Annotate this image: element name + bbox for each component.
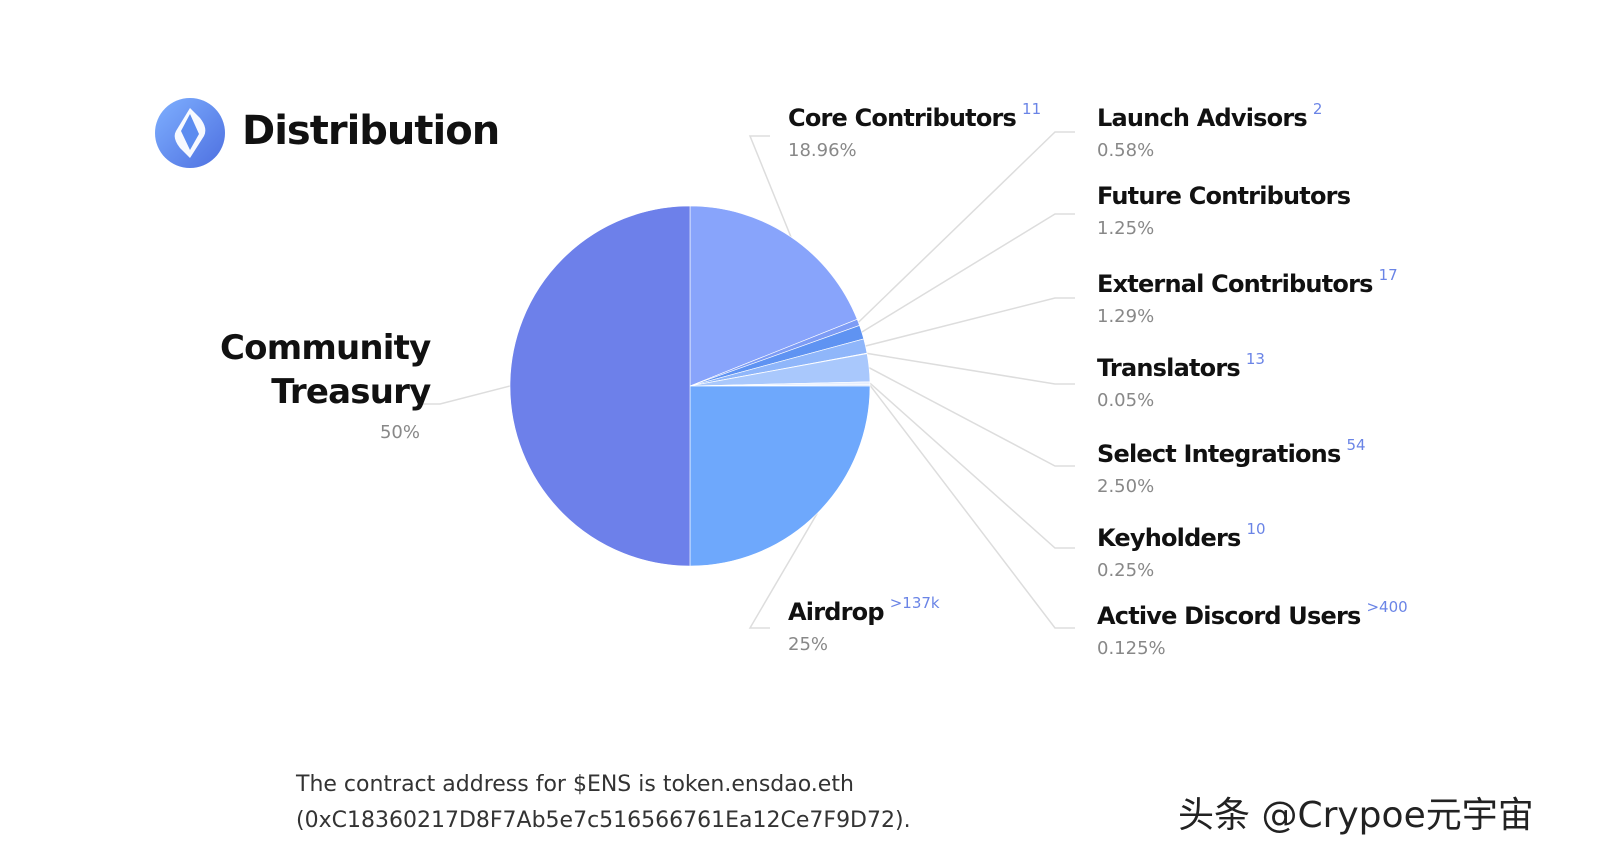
category-name: Select Integrations — [1097, 440, 1341, 468]
count-annotation: 13 — [1245, 350, 1265, 368]
label-name-row: Select Integrations 54 — [1097, 436, 1366, 468]
category-name: Future Contributors — [1097, 182, 1351, 210]
category-name: External Contributors — [1097, 270, 1373, 298]
slice-label: Community Treasury 50% — [220, 326, 431, 443]
category-name: Launch Advisors — [1097, 104, 1308, 132]
leader-line — [869, 384, 1075, 629]
leader-line — [865, 297, 1075, 347]
leader-line — [861, 213, 1075, 333]
value-label: 0.25% — [1097, 560, 1155, 581]
count-annotation: >137k — [889, 594, 940, 612]
label-name-row: Future Contributors — [1097, 182, 1351, 210]
leader-line — [866, 352, 1075, 385]
label-name-row: External Contributors 17 — [1097, 266, 1398, 298]
category-name: Keyholders — [1097, 524, 1241, 552]
value-label: 2.50% — [1097, 476, 1155, 497]
value-label: 1.29% — [1097, 306, 1155, 327]
category-name: Core Contributors — [788, 104, 1017, 132]
leader-line — [869, 382, 1075, 549]
slice-label: Launch Advisors 2 0.58% — [1097, 100, 1322, 161]
pie-slice — [509, 205, 691, 567]
value-label: 25% — [788, 634, 829, 655]
category-name: Active Discord Users — [1097, 602, 1361, 630]
watermark: 头条 @Crypoe元宇宙 — [1178, 795, 1534, 836]
leader-line — [420, 385, 511, 405]
value-label: 0.58% — [1097, 140, 1155, 161]
slice-label: External Contributors 17 1.29% — [1097, 266, 1398, 327]
label-name-row: Community Treasury — [220, 326, 431, 414]
value-label: 1.25% — [1097, 218, 1155, 239]
count-annotation: 17 — [1378, 266, 1398, 284]
slice-label: Select Integrations 54 2.50% — [1097, 436, 1366, 497]
category-name: Translators — [1097, 354, 1241, 382]
leader-line — [748, 512, 818, 629]
label-name-row: Translators 13 — [1097, 350, 1265, 382]
slice-label: Active Discord Users >400 0.125% — [1097, 598, 1408, 659]
pie-slice — [689, 205, 858, 387]
slice-label: Core Contributors 11 18.96% — [788, 100, 1041, 161]
label-name-row: Airdrop >137k — [788, 594, 940, 626]
leader-line — [868, 367, 1075, 467]
count-annotation: 2 — [1312, 100, 1323, 118]
label-name-row: Core Contributors 11 — [788, 100, 1041, 132]
chart-title: Distribution — [242, 108, 500, 154]
value-label: 0.05% — [1097, 390, 1155, 411]
value-label: 0.125% — [1097, 638, 1166, 659]
label-name-row: Launch Advisors 2 — [1097, 100, 1322, 132]
count-annotation: 10 — [1246, 520, 1266, 538]
category-name: Community Treasury — [220, 328, 431, 412]
label-name-row: Keyholders 10 — [1097, 520, 1266, 552]
logo — [155, 98, 225, 168]
category-name: Airdrop — [788, 598, 885, 626]
leader-line — [748, 135, 792, 238]
count-annotation: 11 — [1022, 100, 1042, 118]
slice-label: Airdrop >137k 25% — [788, 594, 940, 655]
label-name-row: Active Discord Users >400 — [1097, 598, 1408, 630]
footer-line: (0xC18360217D8F7Ab5e7c516566761Ea12Ce7F9… — [296, 808, 911, 833]
leader-line — [857, 131, 1075, 323]
value-label: 18.96% — [788, 140, 857, 161]
footer-line: The contract address for $ENS is token.e… — [296, 772, 854, 797]
count-annotation: 54 — [1346, 436, 1366, 454]
pie-slice — [689, 385, 871, 567]
slice-label: Translators 13 0.05% — [1097, 350, 1265, 411]
slice-label: Future Contributors 1.25% — [1097, 182, 1351, 239]
slice-label: Keyholders 10 0.25% — [1097, 520, 1266, 581]
value-label: 50% — [379, 422, 420, 443]
count-annotation: >400 — [1366, 598, 1408, 616]
